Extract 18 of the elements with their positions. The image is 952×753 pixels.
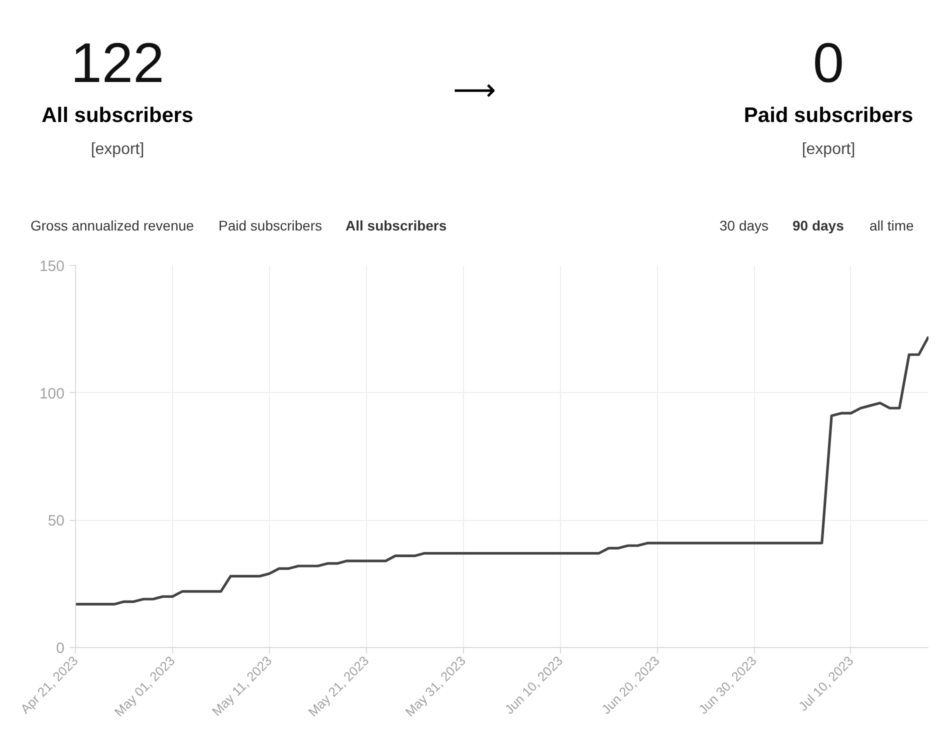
y-tick-label: 100: [39, 385, 65, 402]
text: 90 days: [792, 218, 844, 234]
text: Paid subscribers: [744, 104, 914, 127]
y-tick-label: 50: [48, 512, 65, 530]
line-series: [76, 336, 928, 606]
text: Paid subscribers: [218, 218, 322, 234]
text: [export]: [90, 141, 144, 158]
text: 30 days: [720, 218, 769, 234]
text: Gross annualized revenue: [30, 218, 194, 234]
text: 0: [812, 31, 844, 94]
text: ⟶: [452, 73, 496, 108]
text: All subscribers: [42, 104, 194, 127]
y-tick-label: 150: [39, 258, 65, 275]
y-tick-label: 0: [56, 640, 64, 657]
text: All subscribers: [346, 218, 447, 234]
text: all time: [870, 218, 914, 234]
text: [export]: [802, 141, 856, 158]
text: 122: [70, 31, 164, 94]
